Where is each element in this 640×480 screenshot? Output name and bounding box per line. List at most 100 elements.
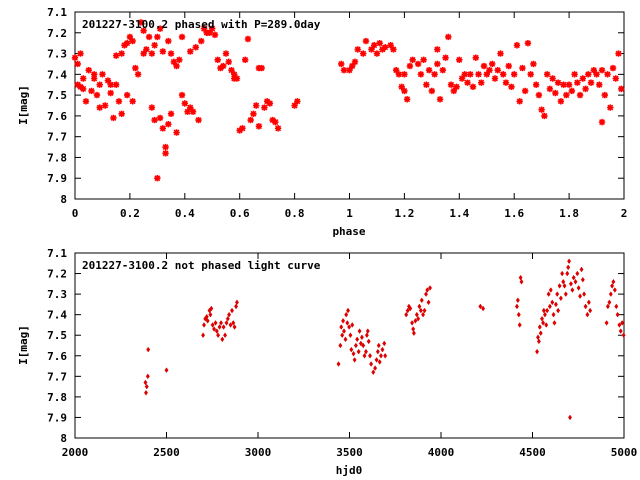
- x-tick-label: 1.4: [449, 207, 469, 220]
- data-point: [221, 324, 226, 330]
- data-point: [347, 324, 352, 330]
- data-point: [408, 305, 413, 312]
- data-point: [162, 150, 169, 157]
- data-point: [517, 322, 522, 328]
- data-point: [413, 317, 418, 324]
- data-point: [217, 64, 224, 72]
- data-point: [546, 85, 554, 93]
- data-point: [223, 332, 228, 339]
- data-point: [247, 116, 254, 124]
- y-axis-title: I[mag]: [17, 85, 30, 125]
- y-tick-label: 7.9: [47, 172, 67, 185]
- data-point: [544, 322, 549, 328]
- data-point: [244, 35, 252, 43]
- data-point: [401, 87, 408, 95]
- data-point: [351, 350, 356, 357]
- data-point: [361, 342, 366, 349]
- data-point: [376, 342, 381, 349]
- data-point: [536, 338, 541, 345]
- data-point: [580, 276, 585, 283]
- data-point: [373, 50, 381, 57]
- data-point: [560, 81, 567, 88]
- data-point: [376, 39, 383, 47]
- data-point: [167, 110, 175, 118]
- data-point: [209, 25, 216, 32]
- data-point: [336, 361, 341, 367]
- data-point: [456, 56, 463, 63]
- data-point: [395, 71, 403, 78]
- chart-title: 201227-3100.2 not phased light curve: [82, 259, 321, 272]
- data-point: [618, 328, 623, 334]
- data-point: [434, 46, 441, 53]
- data-point: [419, 297, 424, 304]
- data-point: [593, 71, 600, 78]
- data-point: [360, 50, 367, 57]
- data-point: [543, 71, 551, 78]
- data-point: [151, 42, 158, 49]
- data-point: [491, 75, 499, 82]
- data-point: [80, 85, 87, 93]
- data-point: [382, 340, 387, 347]
- data-point: [201, 332, 206, 339]
- data-point: [579, 266, 584, 273]
- data-point: [598, 118, 606, 126]
- data-point: [618, 85, 625, 93]
- data-point: [604, 320, 609, 326]
- data-point: [545, 307, 550, 314]
- data-point: [453, 83, 460, 90]
- data-point: [378, 352, 383, 359]
- data-point: [431, 71, 438, 78]
- data-point: [250, 110, 257, 118]
- y-tick-label: 7.5: [47, 89, 67, 102]
- data-point: [349, 346, 354, 353]
- data-point: [145, 373, 150, 380]
- data-point: [345, 320, 350, 326]
- y-tick-label: 7.8: [47, 391, 67, 404]
- data-point: [121, 42, 128, 49]
- data-point: [99, 71, 106, 78]
- data-point: [340, 332, 345, 339]
- data-point: [225, 315, 230, 322]
- data-point: [609, 64, 617, 72]
- data-point: [390, 46, 397, 53]
- data-point: [611, 278, 616, 285]
- data-point: [553, 301, 558, 308]
- data-point: [383, 352, 388, 359]
- data-point: [159, 48, 167, 55]
- data-point: [538, 330, 543, 337]
- data-point: [234, 299, 239, 306]
- data-point: [189, 108, 197, 115]
- x-tick-labels: 0 0.2 0.4 0.6 0.8 1 1.2 1.4 1.6 1.8 2: [72, 207, 628, 220]
- data-point: [115, 98, 123, 105]
- data-point: [621, 332, 626, 339]
- data-point: [350, 322, 355, 328]
- data-point: [104, 77, 112, 84]
- data-point: [209, 305, 214, 312]
- data-point: [208, 311, 213, 318]
- data-point: [604, 71, 611, 78]
- data-point: [228, 66, 235, 74]
- data-point: [483, 71, 490, 78]
- data-point: [557, 98, 565, 105]
- data-point: [570, 287, 575, 293]
- x-tick-label: 0.6: [230, 207, 250, 220]
- y-tick-label: 8: [60, 193, 67, 206]
- data-point: [144, 383, 149, 390]
- data-point: [552, 89, 559, 97]
- data-point: [195, 116, 202, 124]
- x-axis-title: hjd0: [336, 464, 363, 477]
- data-point: [359, 334, 364, 341]
- data-point: [566, 264, 571, 271]
- data-point: [187, 48, 194, 55]
- data-point: [582, 291, 587, 297]
- y-tick-label: 7.4: [47, 309, 67, 322]
- data-point: [74, 81, 81, 88]
- data-point: [607, 104, 614, 111]
- x-tick-label: 1.8: [559, 207, 579, 220]
- data-point: [222, 50, 230, 57]
- data-point: [562, 283, 567, 289]
- data-point: [351, 58, 359, 66]
- data-point: [213, 320, 218, 326]
- y-tick-label: 7.9: [47, 411, 67, 424]
